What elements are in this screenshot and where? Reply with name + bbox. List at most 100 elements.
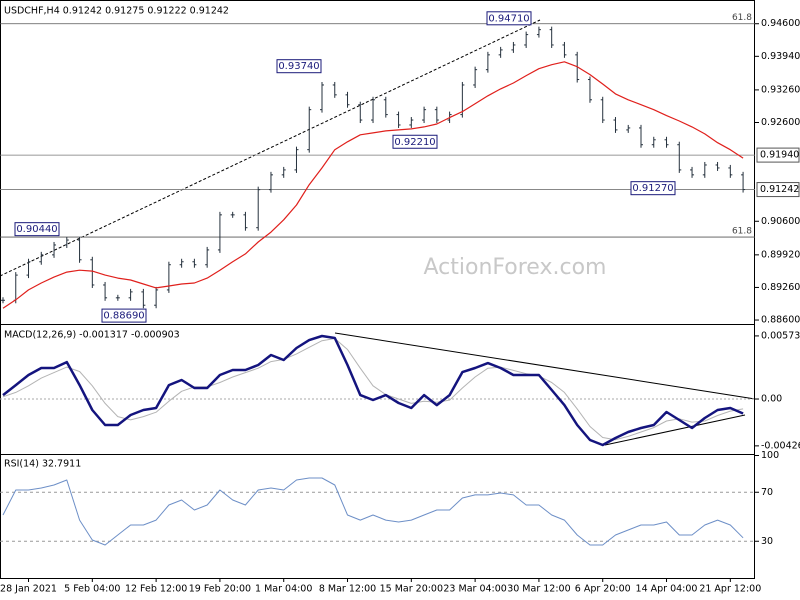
y-tick-label: 0.92600 bbox=[761, 117, 800, 128]
annotation-label: 0.88690 bbox=[103, 311, 144, 322]
level-label: 0.91242 bbox=[760, 184, 799, 195]
price-bar bbox=[677, 141, 682, 173]
y-tick-label: 0.00 bbox=[761, 394, 782, 405]
price-bar bbox=[702, 161, 707, 178]
price-bar bbox=[383, 96, 388, 118]
x-tick-label: 6 Apr 20:00 bbox=[575, 584, 631, 595]
price-bar bbox=[536, 26, 541, 38]
annotation-label: 0.91270 bbox=[632, 183, 673, 194]
annotation-box bbox=[392, 134, 438, 149]
annotation-box bbox=[630, 181, 676, 196]
y-tick-label: 30 bbox=[761, 536, 773, 547]
price-bar bbox=[205, 246, 210, 268]
annotation-box bbox=[101, 308, 147, 323]
price-bar bbox=[562, 41, 567, 58]
price-bar bbox=[90, 256, 95, 288]
x-tick-label: 19 Feb 20:00 bbox=[189, 584, 251, 595]
price-bar bbox=[141, 288, 146, 309]
annotation-box bbox=[14, 222, 60, 237]
price-bar bbox=[115, 294, 120, 301]
price-bar bbox=[103, 281, 108, 301]
macd-line bbox=[2, 334, 744, 447]
price-bar bbox=[664, 136, 669, 148]
price-bar bbox=[256, 186, 261, 231]
x-tick-label: 5 Feb 04:00 bbox=[64, 584, 120, 595]
price-bar bbox=[371, 96, 376, 124]
price-bar bbox=[358, 101, 363, 124]
price-bar bbox=[332, 81, 337, 98]
fib-label: 61.8 bbox=[732, 13, 752, 23]
rsi-line bbox=[2, 477, 744, 546]
price-bar bbox=[600, 96, 605, 124]
macd-title: MACD(12,26,9) -0.001317 -0.000903 bbox=[4, 330, 180, 341]
price-bar bbox=[320, 81, 324, 113]
x-tick-label: 14 Apr 04:00 bbox=[636, 584, 698, 595]
price-bar bbox=[52, 241, 57, 258]
x-tick-label: 8 Mar 12:00 bbox=[319, 584, 376, 595]
price-bar bbox=[268, 171, 273, 193]
price-bar bbox=[626, 124, 631, 133]
price-bar bbox=[166, 261, 171, 293]
annotation-label: 0.90440 bbox=[16, 224, 57, 235]
y-tick-label: 100 bbox=[761, 450, 779, 461]
level-box bbox=[756, 182, 800, 198]
price-bar bbox=[587, 76, 592, 103]
annotation-box bbox=[486, 11, 532, 26]
x-tick-label: 23 Mar 04:00 bbox=[443, 584, 506, 595]
x-tick-label: 12 Feb 12:00 bbox=[125, 584, 187, 595]
price-bar bbox=[613, 117, 618, 133]
y-tick-label: 0.005739 bbox=[761, 330, 800, 341]
price-bar bbox=[396, 111, 401, 128]
y-tick-label: 0.88600 bbox=[761, 315, 800, 326]
y-tick-label: 0.89260 bbox=[761, 282, 800, 293]
y-tick-label: -0.004261 bbox=[761, 440, 800, 451]
annotation-label: 0.92210 bbox=[394, 137, 435, 148]
fib-label: 61.8 bbox=[732, 227, 752, 237]
price-bar bbox=[217, 211, 222, 253]
price-bar bbox=[690, 166, 695, 178]
price-bar bbox=[498, 46, 503, 58]
watermark: ActionForex.com bbox=[424, 255, 607, 280]
price-bar bbox=[294, 146, 299, 173]
price-bar bbox=[473, 66, 478, 88]
rsi-title: RSI(14) 32.7911 bbox=[4, 459, 81, 470]
y-tick-label: 70 bbox=[761, 487, 773, 498]
price-bar bbox=[511, 41, 516, 53]
price-bar bbox=[434, 106, 439, 124]
chart-title: USDCHF,H4 0.91242 0.91275 0.91222 0.9124… bbox=[4, 6, 229, 17]
price-bar bbox=[715, 161, 720, 171]
moving-average bbox=[2, 61, 744, 309]
price-bar bbox=[64, 237, 69, 248]
price-bar bbox=[26, 258, 31, 279]
frame bbox=[0, 0, 755, 579]
price-bar bbox=[307, 106, 312, 153]
x-tick-label: 15 Mar 20:00 bbox=[380, 584, 443, 595]
price-bar bbox=[651, 136, 656, 148]
level-box bbox=[756, 147, 800, 163]
price-bar bbox=[741, 171, 746, 193]
y-tick-label: 0.90600 bbox=[761, 216, 800, 227]
price-bar bbox=[485, 51, 490, 73]
price-bar bbox=[728, 164, 733, 178]
price-bar bbox=[281, 166, 286, 178]
price-bar bbox=[422, 106, 427, 124]
price-bar bbox=[154, 286, 159, 309]
price-bar bbox=[39, 251, 44, 265]
macd-trend-line bbox=[334, 332, 756, 400]
price-bar bbox=[128, 288, 133, 301]
y-tick-label: 0.93940 bbox=[761, 51, 800, 62]
price-bar bbox=[179, 258, 184, 268]
price-bar bbox=[639, 124, 643, 148]
price-bar bbox=[345, 91, 350, 108]
x-tick-label: 30 Mar 12:00 bbox=[507, 584, 570, 595]
level-label: 0.91940 bbox=[760, 150, 799, 161]
annotation-box bbox=[276, 59, 322, 74]
annotation-label: 0.94710 bbox=[488, 13, 529, 24]
macd-trend-line bbox=[604, 414, 746, 446]
y-tick-label: 0.89920 bbox=[761, 249, 800, 260]
y-tick-label: 0.94600 bbox=[761, 18, 800, 29]
x-tick-label: 21 Apr 12:00 bbox=[699, 584, 761, 595]
x-tick-label: 28 Jan 2021 bbox=[0, 584, 57, 595]
price-bar bbox=[230, 211, 235, 218]
